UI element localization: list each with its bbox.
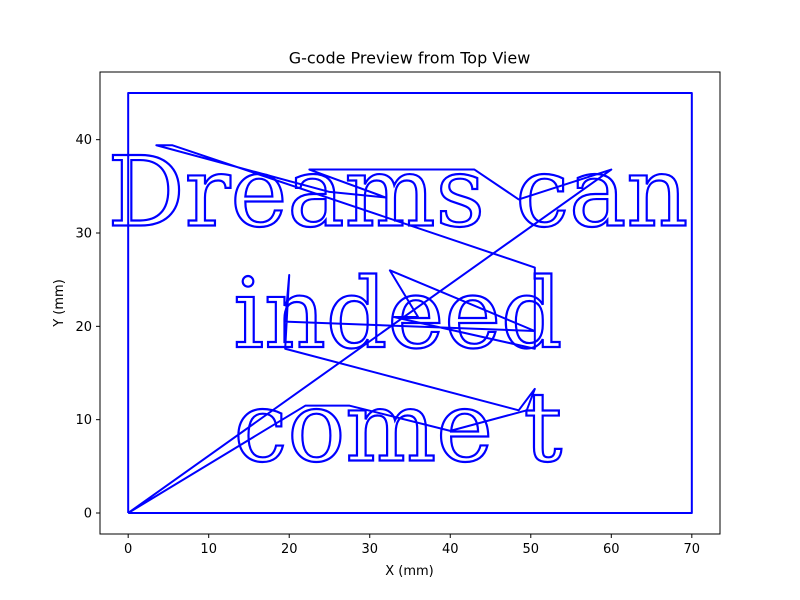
y-axis-label: Y (mm) — [52, 279, 67, 328]
x-tick-label: 70 — [684, 542, 701, 557]
y-axis: 0 10 20 30 40 — [75, 133, 100, 522]
x-axis-label: X (mm) — [385, 564, 434, 579]
x-tick-label: 50 — [523, 542, 540, 557]
x-tick-label: 60 — [603, 542, 620, 557]
x-tick-label: 20 — [281, 542, 298, 557]
x-tick-label: 40 — [442, 542, 459, 557]
x-axis: 0 10 20 30 40 50 60 70 — [124, 534, 700, 557]
y-tick-label: 40 — [75, 133, 92, 148]
y-tick-label: 0 — [84, 507, 92, 522]
series-border-path — [127, 92, 693, 514]
y-tick-label: 20 — [75, 320, 92, 335]
x-tick-label: 0 — [124, 542, 132, 557]
y-tick-label: 30 — [75, 227, 92, 242]
x-tick-label: 30 — [361, 542, 378, 557]
axes-frame — [99, 71, 721, 535]
chart-title: G-code Preview from Top View — [289, 49, 531, 68]
toolpath-text-1: Dreams can — [108, 137, 689, 249]
series-travel-path — [127, 144, 613, 514]
x-tick-label: 10 — [200, 542, 217, 557]
toolpath-text-3: come t — [234, 372, 563, 484]
y-tick-label: 10 — [75, 413, 92, 428]
